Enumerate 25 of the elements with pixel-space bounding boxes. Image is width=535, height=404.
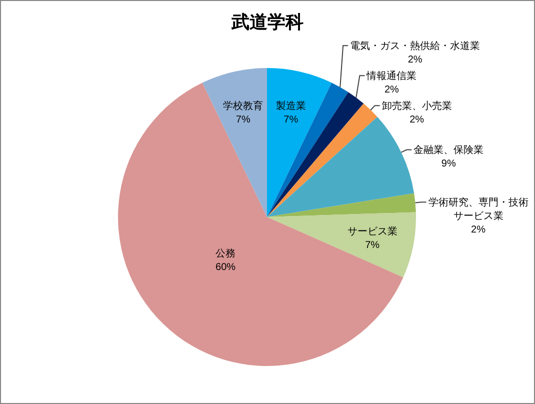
chart-title: 武道学科 [230, 12, 304, 32]
data-label: 7% [284, 114, 298, 126]
data-label: 2% [384, 84, 400, 96]
slice-label: 金融業、保険業 [414, 144, 484, 156]
pie-slice [202, 68, 267, 217]
data-label: 7% [365, 240, 380, 251]
pie-slice [267, 82, 348, 217]
data-label: 2% [408, 54, 422, 66]
slice-label: 情報通信業 [366, 70, 417, 82]
slice-label: サービス業 [347, 225, 398, 238]
slice-label: 学術研究、専門・技術サービス業 [428, 196, 528, 222]
pie-slice [267, 193, 416, 217]
slice-label: 学校教育 [223, 100, 264, 112]
pie-slice [267, 212, 416, 278]
slice-label: 製造業 [276, 100, 306, 112]
data-label: 60% [216, 262, 236, 274]
data-label: 2% [471, 224, 486, 236]
data-label: 2% [410, 114, 424, 126]
slice-label: 卸売業、小売業 [382, 100, 452, 112]
data-label: 7% [236, 114, 250, 126]
slice-label: 公務 [216, 248, 236, 260]
slice-label: 電気・ガス・熱供給・水道業 [350, 40, 480, 52]
pie-slice [267, 68, 332, 217]
pie-slice [267, 92, 364, 217]
data-label: 9% [441, 158, 456, 170]
